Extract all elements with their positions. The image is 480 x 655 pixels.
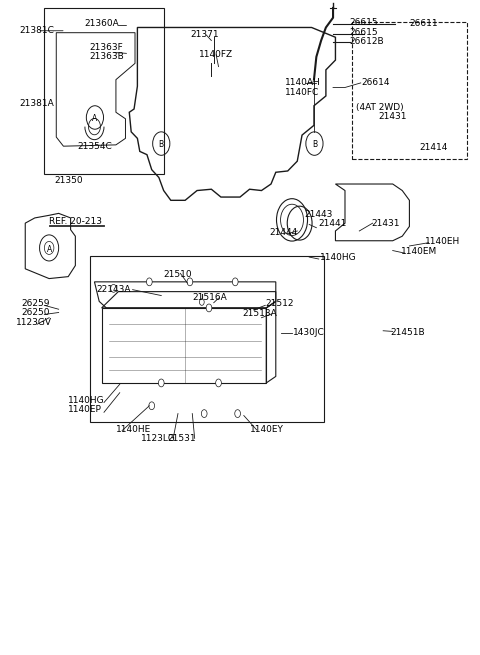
Text: A: A [47,245,52,253]
Text: 21414: 21414 [419,143,447,152]
Text: 1140EY: 1140EY [250,424,283,434]
Text: 21363B: 21363B [90,52,124,61]
Text: 21363F: 21363F [90,43,123,52]
Circle shape [216,379,221,387]
Text: B: B [159,140,164,149]
Text: 26611: 26611 [409,19,438,28]
Text: 21513A: 21513A [242,309,277,318]
Text: 21431: 21431 [371,219,400,228]
Text: 21451B: 21451B [390,328,425,337]
Text: 21441: 21441 [319,219,347,228]
Text: 1123LG: 1123LG [141,434,176,443]
Text: 21354C: 21354C [78,142,112,151]
Text: 21381A: 21381A [20,100,54,108]
Text: 26259: 26259 [22,299,50,308]
Text: 1430JC: 1430JC [292,328,324,337]
Text: 26615: 26615 [350,18,378,27]
Text: 21512: 21512 [265,299,294,308]
Text: 21531: 21531 [168,434,196,443]
Text: 26250: 26250 [22,308,50,317]
Text: 1140HG: 1140HG [68,396,105,405]
Bar [44,8,164,174]
Circle shape [201,409,207,417]
Text: 21381C: 21381C [20,26,54,35]
Circle shape [146,278,152,286]
Text: 1140FZ: 1140FZ [199,50,234,60]
Text: 21510: 21510 [164,269,192,278]
Circle shape [235,409,240,417]
Text: (4AT 2WD): (4AT 2WD) [356,103,404,111]
Text: 1140EP: 1140EP [68,405,102,414]
Text: 1123GV: 1123GV [16,318,52,327]
Text: 21444: 21444 [270,229,298,237]
Text: A: A [92,114,97,123]
Text: 1140EH: 1140EH [425,237,460,246]
Circle shape [206,304,212,312]
Bar [352,22,467,159]
Circle shape [232,278,238,286]
Text: 26615: 26615 [350,28,378,37]
Circle shape [111,284,116,292]
Text: 22143A: 22143A [97,285,132,294]
Text: 1140HG: 1140HG [320,253,357,262]
Circle shape [149,402,155,409]
Bar [90,255,324,422]
Text: 21443: 21443 [304,210,333,219]
Text: 21431: 21431 [378,112,407,121]
Circle shape [199,299,204,305]
Circle shape [187,278,193,286]
Text: 21371: 21371 [190,30,218,39]
Text: 21350: 21350 [54,176,83,185]
Text: 26612B: 26612B [350,37,384,47]
Text: 21360A: 21360A [84,19,119,28]
Text: 1140HE: 1140HE [116,424,151,434]
Text: REF. 20-213: REF. 20-213 [49,217,102,226]
Text: 26614: 26614 [362,79,390,87]
Text: 1140FC: 1140FC [285,88,320,96]
Text: 1140AH: 1140AH [285,79,321,87]
Text: 1140EM: 1140EM [401,247,438,255]
Text: B: B [312,140,317,149]
Circle shape [158,379,164,387]
Text: 21516A: 21516A [192,293,227,302]
